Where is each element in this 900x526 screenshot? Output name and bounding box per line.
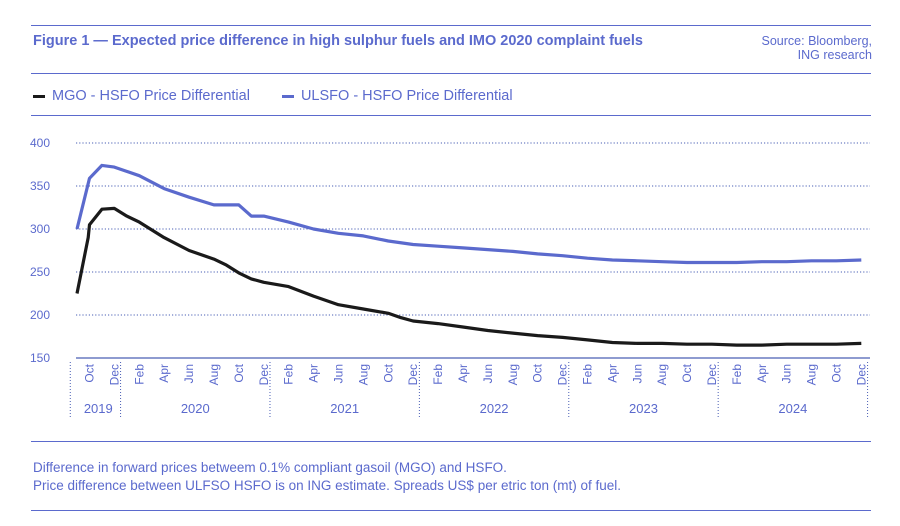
gridlines — [76, 142, 870, 359]
chart-title: Figure 1 — Expected price difference in … — [33, 33, 643, 49]
x-tick-label: Dec — [406, 364, 420, 385]
source-line-2: ING research — [797, 48, 872, 62]
x-tick-label: Feb — [282, 364, 296, 385]
x-tick-label: Apr — [157, 364, 171, 383]
x-year-label: 2019 — [84, 401, 113, 416]
y-axis-ticks: 150 200 250 300 350 400 — [30, 136, 50, 365]
x-tick-label: Jun — [331, 364, 345, 383]
legend: MGO - HSFO Price Differential ULSFO - HS… — [33, 88, 513, 104]
legend-swatch-mgo — [33, 94, 45, 98]
x-tick-label: Oct — [232, 363, 246, 382]
legend-rule — [31, 115, 871, 116]
footnote-line-2: Price difference between ULFSO HSFO is o… — [33, 478, 621, 493]
x-tick-label: Feb — [431, 364, 445, 385]
x-tick-label: Jun — [630, 364, 644, 383]
legend-swatch-ulsfo — [281, 94, 294, 98]
x-tick-label: Aug — [207, 364, 221, 385]
x-tick-label: Dec — [257, 364, 271, 385]
x-tick-label: Dec — [705, 364, 719, 385]
title-rule — [31, 73, 871, 74]
x-tick-label: Apr — [456, 364, 470, 383]
x-tick-label: Jun — [780, 364, 794, 383]
x-tick-label: Apr — [605, 364, 619, 383]
x-year-label: 2024 — [778, 401, 807, 416]
x-year-label: 2021 — [330, 401, 359, 416]
y-tick-label: 300 — [30, 222, 50, 236]
x-year-label: 2020 — [181, 401, 210, 416]
footnote-bottom-rule — [31, 510, 871, 511]
legend-item-mgo: MGO - HSFO Price Differential — [33, 88, 250, 104]
series-line-mgo — [75, 206, 862, 347]
y-tick-label: 400 — [30, 136, 50, 150]
x-tick-label: Dec — [107, 364, 121, 385]
series-lines — [75, 163, 862, 347]
x-tick-label: Aug — [805, 364, 819, 385]
x-axis: Oct Dec Feb Apr Jun Aug Oct Dec Feb Apr Jun Aug Oct D… — [69, 362, 868, 417]
x-tick-label: Dec — [854, 364, 868, 385]
legend-label-mgo: MGO - HSFO Price Differential — [52, 88, 250, 104]
x-tick-label: Apr — [307, 364, 321, 383]
legend-item-ulsfo: ULSFO - HSFO Price Differential — [281, 88, 513, 104]
x-tick-label: Aug — [356, 364, 370, 385]
x-tick-label: Oct — [82, 363, 96, 382]
series-line-ulsfo — [75, 163, 862, 265]
x-year-label: 2022 — [480, 401, 509, 416]
x-tick-label: Oct — [381, 363, 395, 382]
x-tick-label: Apr — [755, 364, 769, 383]
y-tick-label: 350 — [30, 179, 50, 193]
legend-label-ulsfo: ULSFO - HSFO Price Differential — [300, 88, 513, 104]
x-tick-label: Aug — [655, 364, 669, 385]
footnote: Difference in forward prices betweem 0.1… — [33, 459, 621, 495]
x-tick-label: Jun — [182, 364, 196, 383]
y-tick-label: 150 — [30, 351, 50, 365]
y-tick-label: 250 — [30, 265, 50, 279]
footnote-top-rule — [31, 441, 871, 442]
x-tick-label: Aug — [506, 364, 520, 385]
y-tick-label: 200 — [30, 308, 50, 322]
x-tick-label: Dec — [556, 364, 570, 385]
x-tick-label: Jun — [481, 364, 495, 383]
source-note: Source: Bloomberg, ING research — [762, 34, 872, 62]
footnote-line-1: Difference in forward prices betweem 0.1… — [33, 460, 507, 475]
x-tick-label: Oct — [531, 363, 545, 382]
x-tick-label: Feb — [132, 364, 146, 385]
x-year-label: 2023 — [629, 401, 658, 416]
x-tick-label: Oct — [680, 363, 694, 382]
x-tick-label: Feb — [580, 364, 594, 385]
top-rule — [31, 25, 871, 26]
x-tick-label: Oct — [829, 363, 843, 382]
x-tick-label: Feb — [730, 364, 744, 385]
source-line-1: Source: Bloomberg, — [761, 34, 872, 48]
